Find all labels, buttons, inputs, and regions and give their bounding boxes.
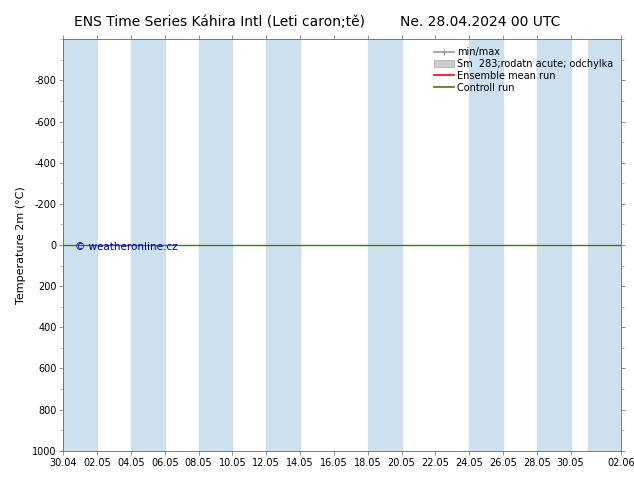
- Text: © weatheronline.cz: © weatheronline.cz: [75, 242, 177, 252]
- Bar: [469, 39, 503, 451]
- Bar: [131, 39, 165, 451]
- Legend: min/max, Sm  283;rodatn acute; odchylka, Ensemble mean run, Controll run: min/max, Sm 283;rodatn acute; odchylka, …: [431, 44, 616, 96]
- Bar: [588, 39, 621, 451]
- Text: ENS Time Series Káhira Intl (Leti caron;tě)        Ne. 28.04.2024 00 UTC: ENS Time Series Káhira Intl (Leti caron;…: [74, 15, 560, 29]
- Bar: [368, 39, 401, 451]
- Bar: [63, 39, 97, 451]
- Bar: [266, 39, 300, 451]
- Bar: [198, 39, 233, 451]
- Y-axis label: Temperature 2m (°C): Temperature 2m (°C): [16, 186, 27, 304]
- Bar: [537, 39, 571, 451]
